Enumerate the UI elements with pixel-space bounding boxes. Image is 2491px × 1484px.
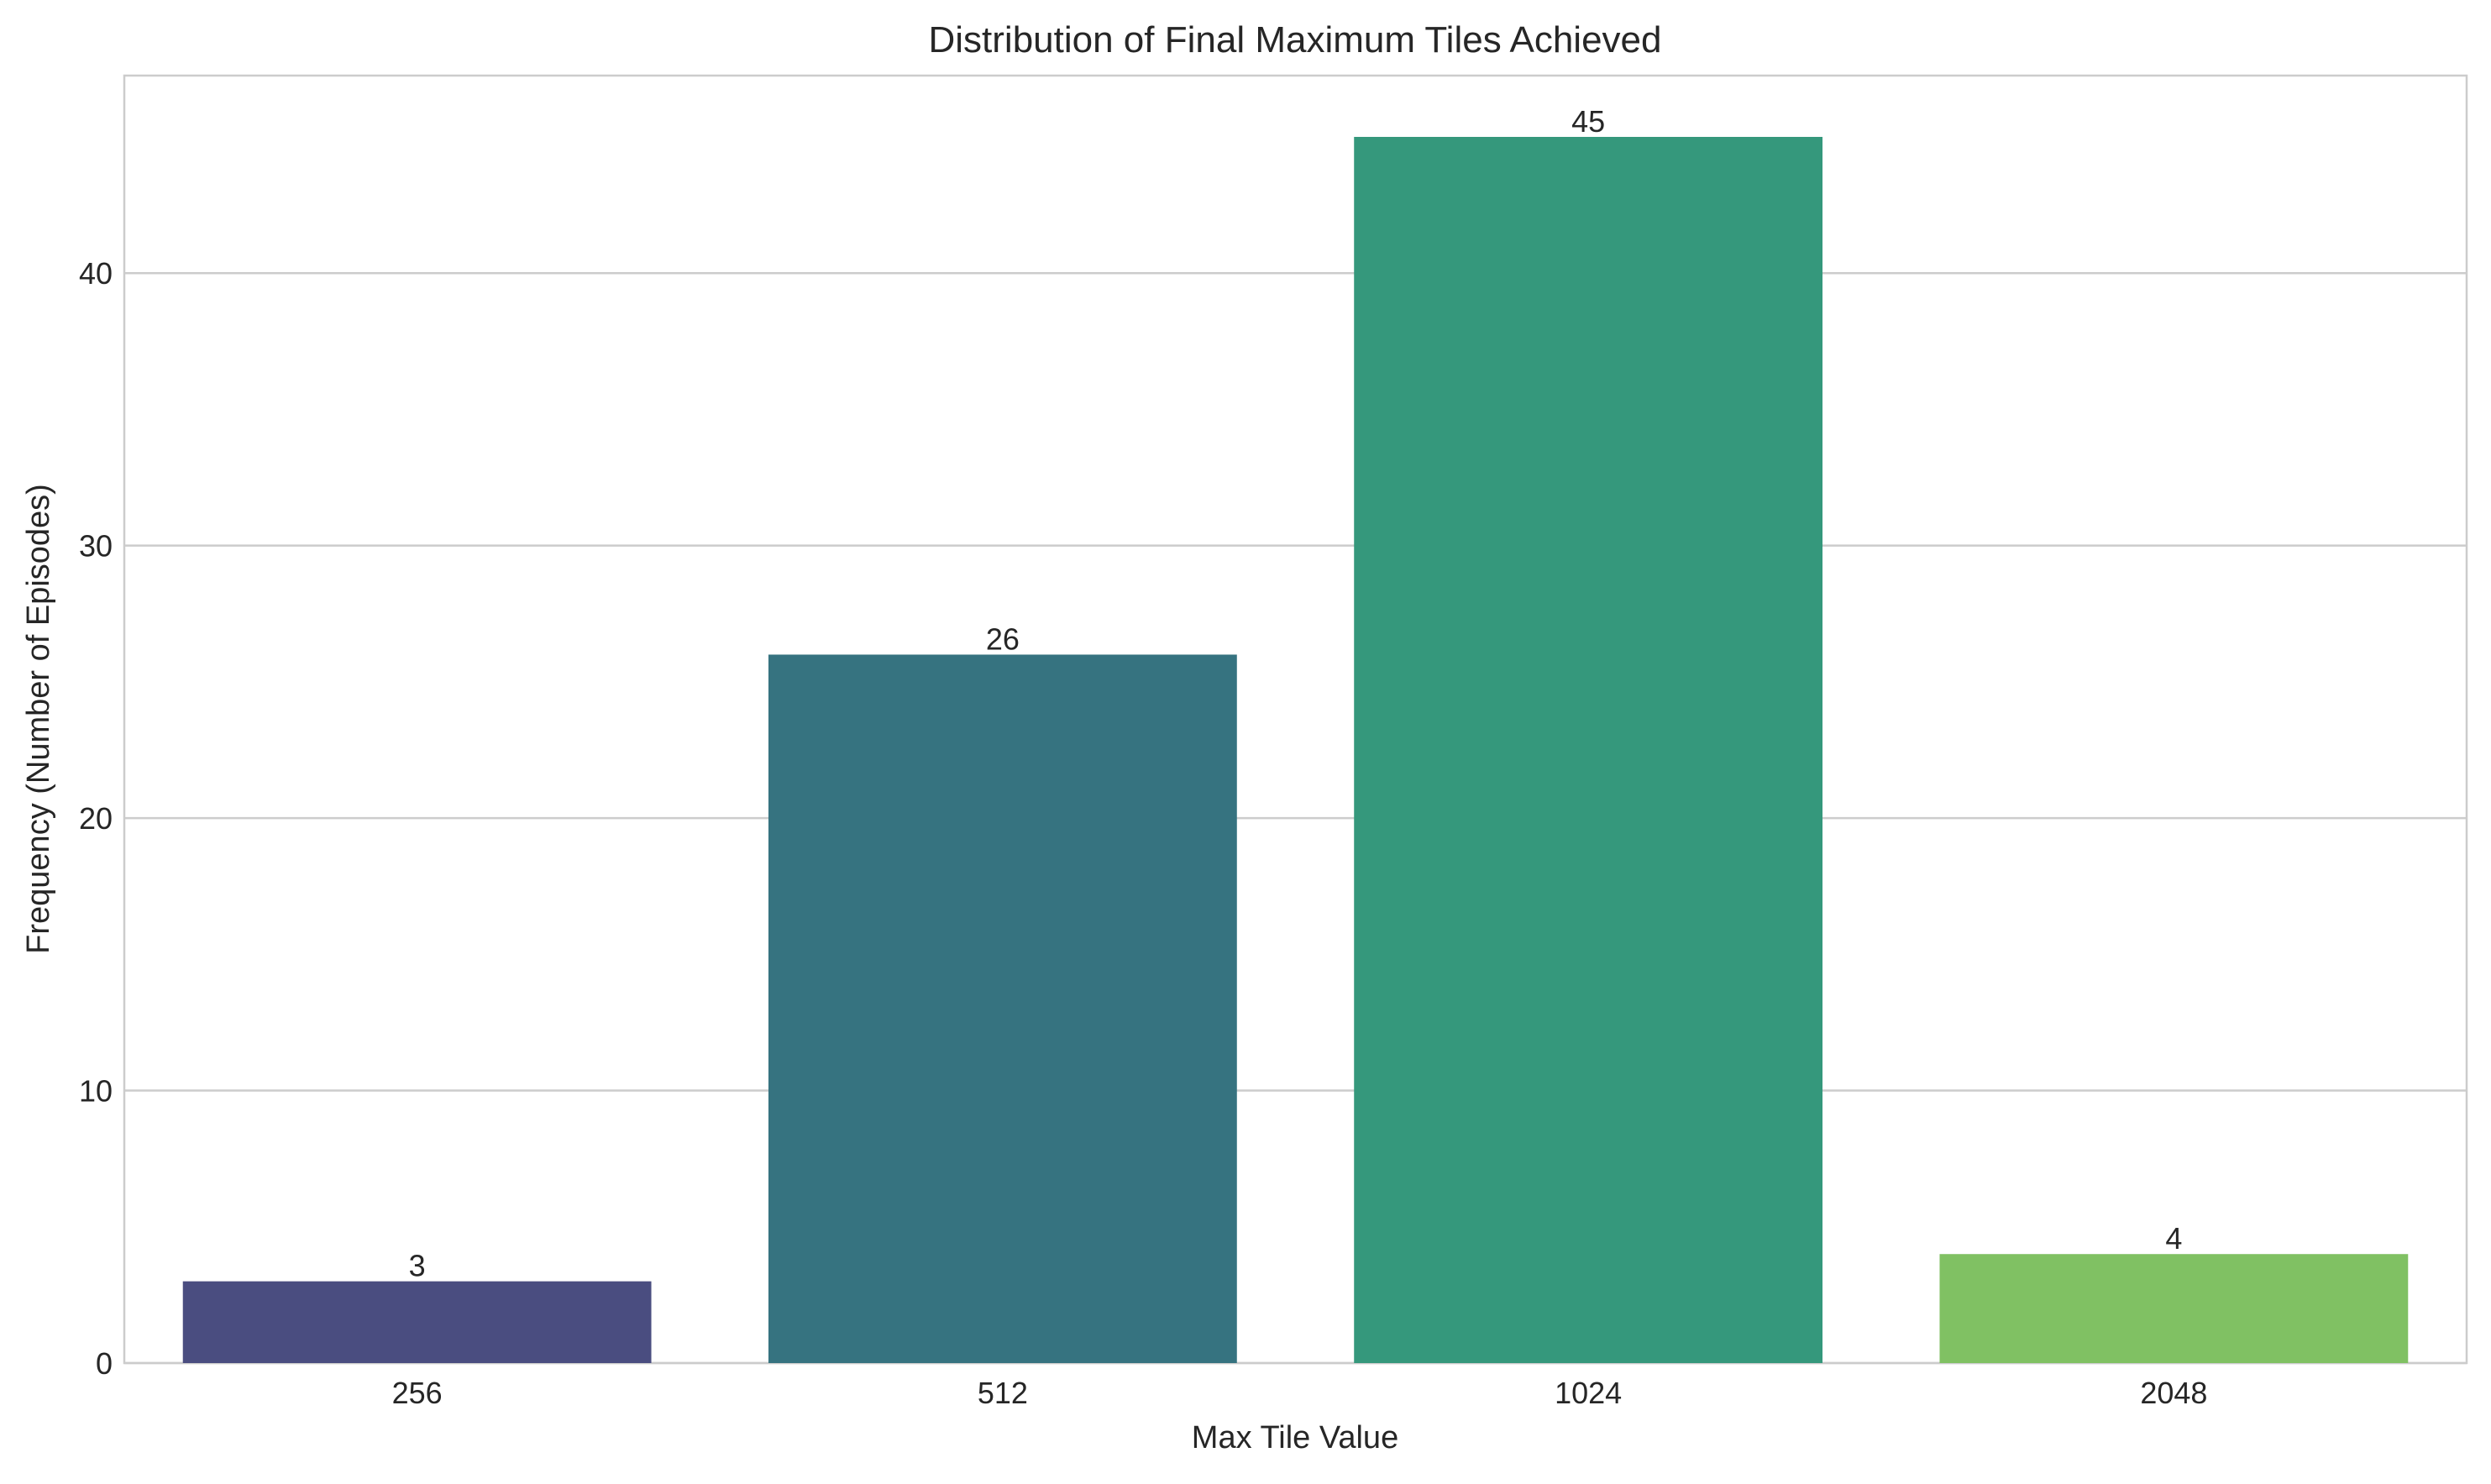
bar-1024 [1354,137,1823,1363]
bar-value-labels: 3 26 45 4 [409,104,2183,1283]
y-tick-label: 30 [79,529,113,564]
y-tick-label: 10 [79,1074,113,1109]
bar-2048 [1939,1254,2409,1363]
bar-256 [182,1281,652,1363]
y-tick-label: 0 [96,1346,113,1381]
x-axis-label: Max Tile Value [1192,1420,1398,1455]
x-tick-label: 256 [392,1376,443,1410]
bar-512 [768,654,1237,1363]
x-axis-ticks: 256 512 1024 2048 [392,1376,2208,1410]
x-tick-label: 512 [978,1376,1028,1410]
y-tick-label: 40 [79,256,113,291]
bars [182,137,2409,1363]
chart-title: Distribution of Final Maximum Tiles Achi… [929,19,1662,60]
x-tick-label: 2048 [2140,1376,2207,1410]
plot-area-frame [123,74,2468,1365]
y-axis-ticks: 0 10 20 30 40 [79,256,113,1381]
bar-value-label: 26 [986,621,1020,656]
bar-value-label: 3 [409,1249,426,1283]
bar-value-label: 4 [2165,1221,2182,1256]
y-tick-label: 20 [79,801,113,836]
x-tick-label: 1024 [1555,1376,1622,1410]
bar-value-label: 45 [1571,104,1605,139]
y-axis-label: Frequency (Number of Episodes) [21,484,56,954]
